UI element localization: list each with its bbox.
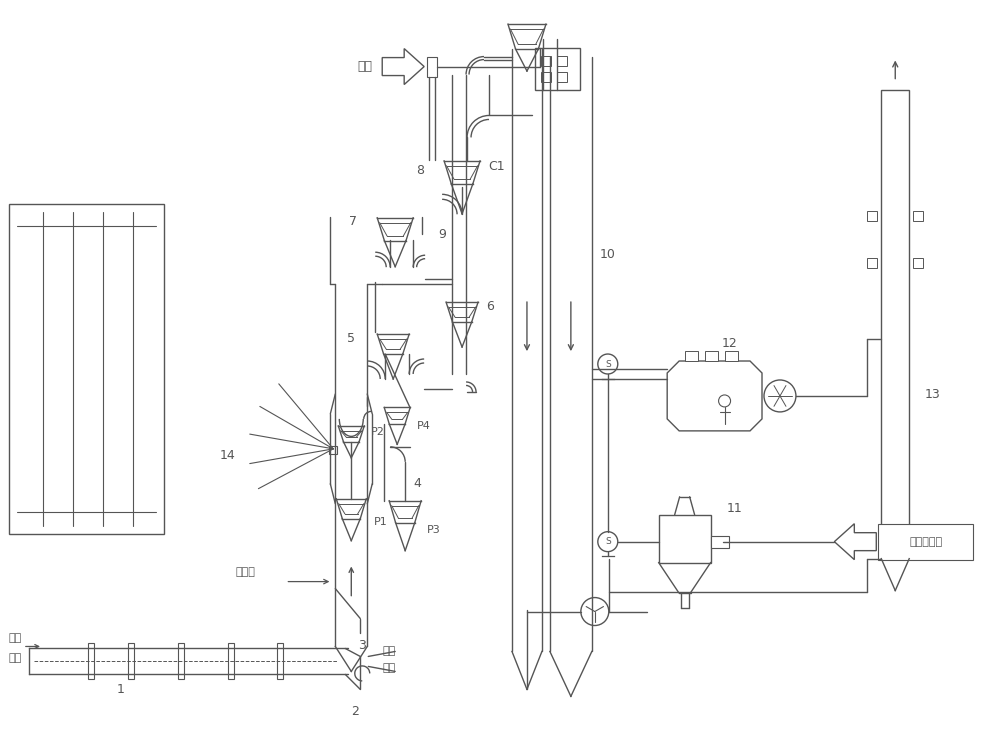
Bar: [427, 57, 437, 76]
Text: C1: C1: [488, 160, 505, 173]
Bar: [711, 536, 729, 548]
Polygon shape: [382, 48, 424, 84]
Polygon shape: [834, 523, 876, 559]
Text: 8: 8: [416, 164, 424, 177]
Text: 煤风: 煤风: [382, 664, 395, 673]
Bar: [9, 204, 164, 534]
Bar: [881, 90, 909, 559]
Bar: [557, 72, 567, 82]
Text: 1: 1: [117, 683, 125, 696]
Circle shape: [598, 531, 618, 552]
Text: 2: 2: [351, 705, 359, 718]
Circle shape: [719, 395, 731, 407]
Bar: [878, 523, 973, 559]
Text: 煤粉: 煤粉: [382, 647, 395, 656]
Bar: [867, 211, 877, 221]
Bar: [705, 351, 718, 361]
Bar: [88, 644, 94, 680]
Text: S: S: [605, 360, 611, 368]
Text: P3: P3: [427, 525, 441, 534]
Text: 3: 3: [358, 639, 366, 652]
Bar: [685, 351, 698, 361]
Text: 12: 12: [722, 337, 737, 349]
Text: 13: 13: [924, 388, 940, 401]
Text: P1: P1: [374, 517, 388, 527]
Circle shape: [598, 354, 618, 374]
Text: 煤风: 煤风: [9, 653, 22, 664]
Text: 11: 11: [727, 502, 742, 515]
Bar: [867, 258, 877, 268]
Text: P2: P2: [371, 427, 385, 437]
Circle shape: [581, 597, 609, 625]
Text: 9: 9: [438, 228, 446, 241]
Bar: [128, 644, 134, 680]
Bar: [913, 211, 923, 221]
Bar: [535, 48, 580, 90]
Bar: [725, 351, 738, 361]
Text: S: S: [605, 537, 611, 546]
Bar: [277, 644, 283, 680]
Circle shape: [764, 380, 796, 412]
Text: 三次风: 三次风: [236, 567, 255, 577]
Bar: [228, 644, 234, 680]
Bar: [541, 72, 551, 82]
Text: 煤粉: 煤粉: [9, 633, 22, 644]
Text: 14: 14: [220, 449, 236, 462]
Text: 4: 4: [413, 477, 421, 490]
Bar: [541, 57, 551, 67]
Text: 原料: 原料: [357, 60, 372, 73]
Bar: [913, 258, 923, 268]
Text: P4: P4: [417, 421, 431, 431]
Bar: [557, 57, 567, 67]
Polygon shape: [667, 361, 762, 431]
Text: 7: 7: [349, 215, 357, 228]
Text: 原料混合物: 原料混合物: [910, 537, 943, 547]
Text: 10: 10: [600, 247, 616, 261]
Text: 6: 6: [486, 299, 494, 313]
Bar: [178, 644, 184, 680]
Bar: [659, 515, 711, 563]
Bar: [329, 446, 337, 454]
Text: 5: 5: [347, 332, 355, 344]
